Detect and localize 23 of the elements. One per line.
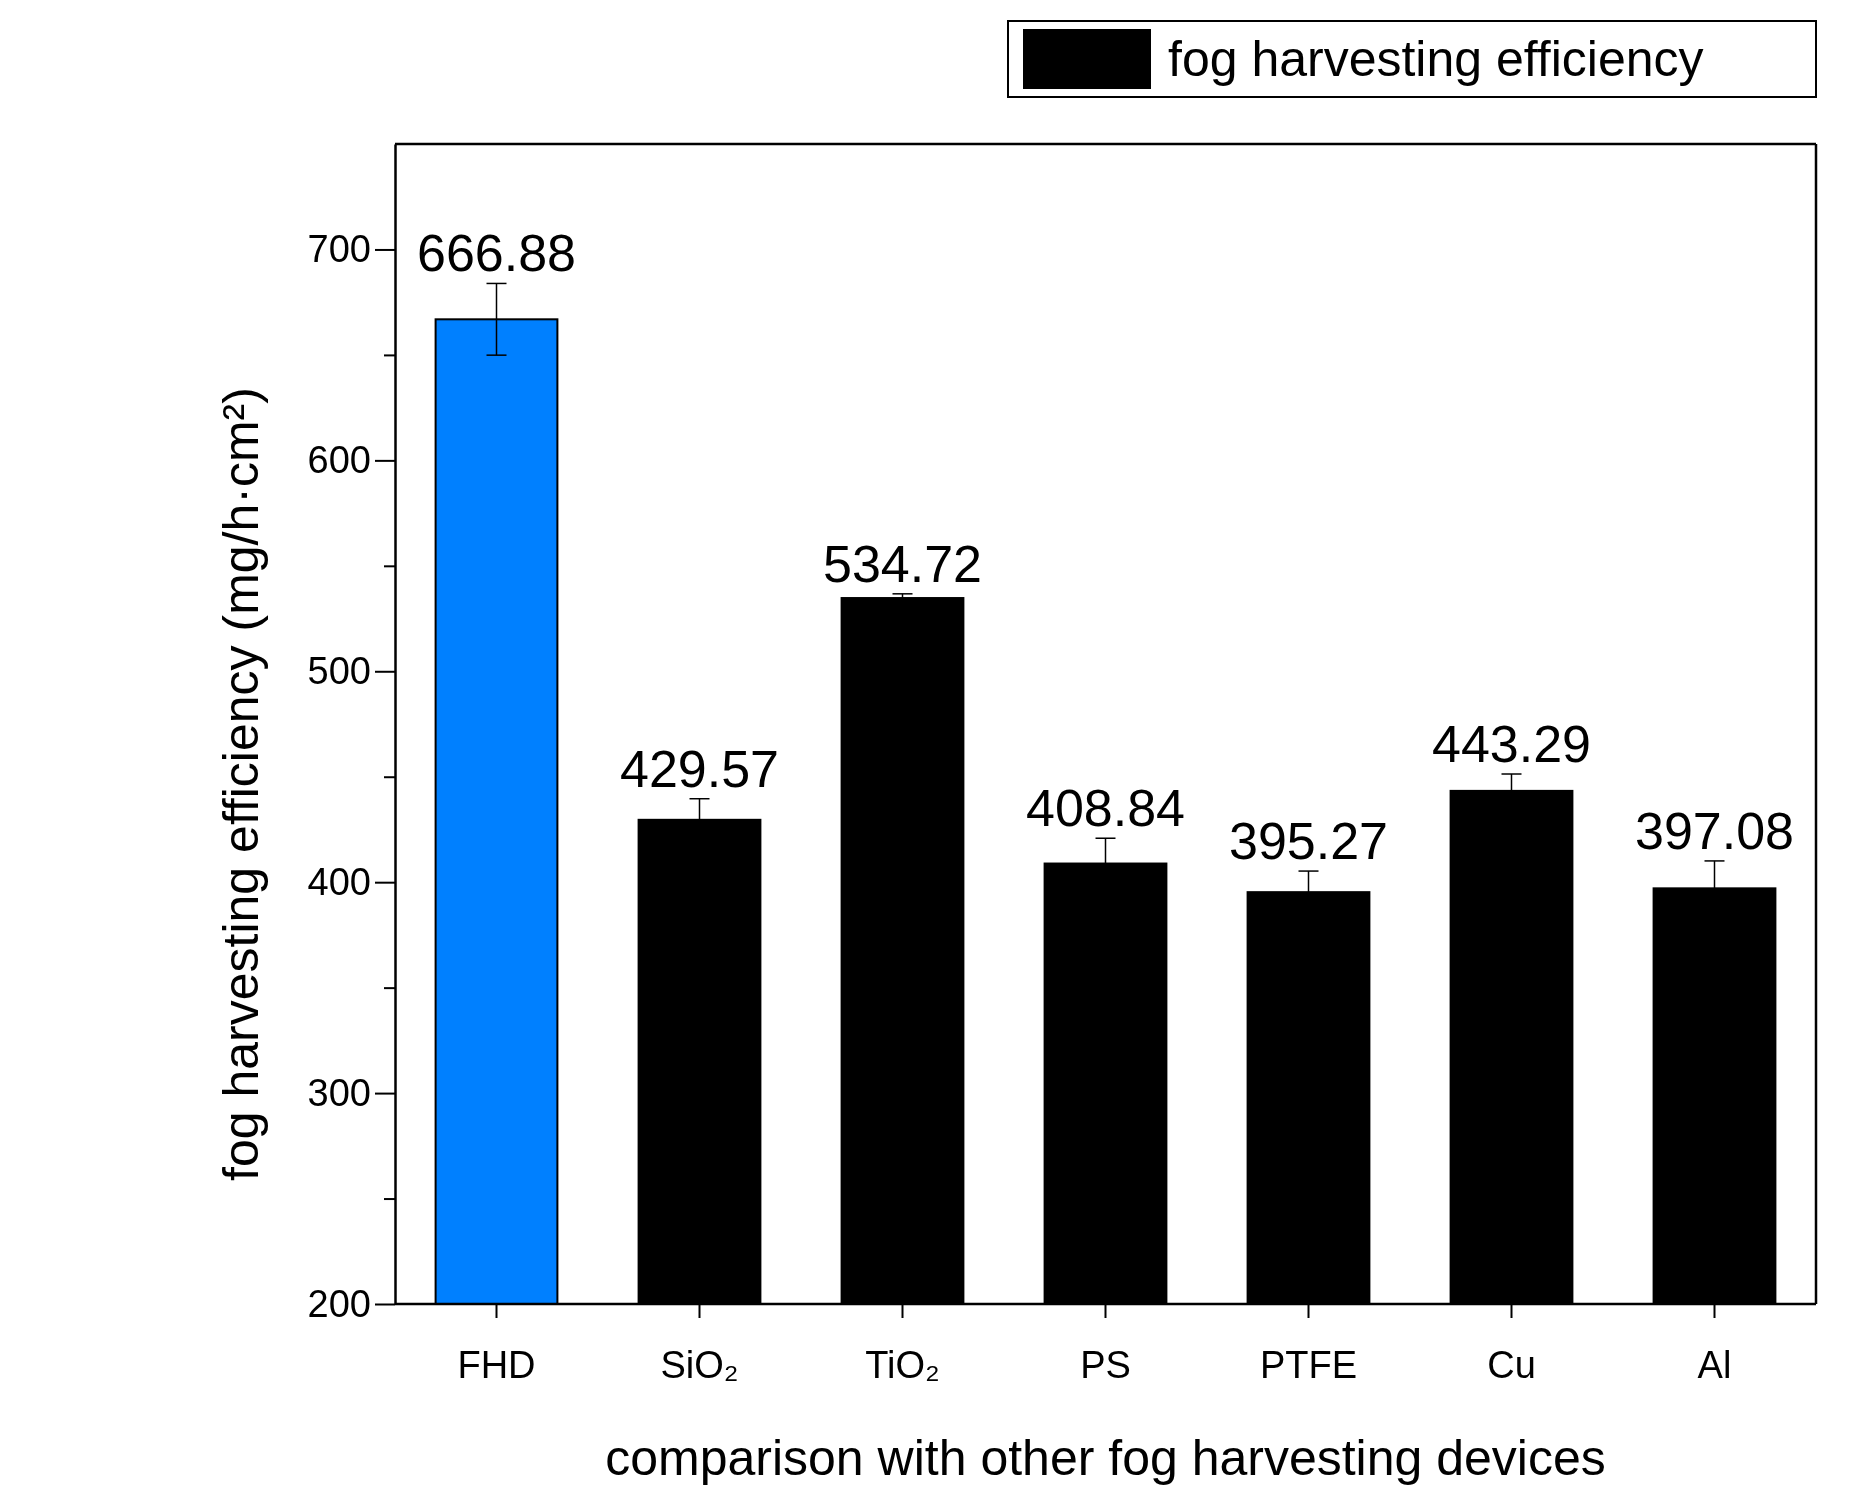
data-label: 429.57 — [619, 739, 780, 798]
y-tick-label: 600 — [307, 439, 371, 482]
x-tick-label: SiO₂ — [660, 1344, 739, 1386]
y-tick-label: 300 — [307, 1071, 371, 1114]
x-axis-title: comparison with other fog harvesting devices — [605, 1430, 1606, 1486]
x-tick-label: TiO₂ — [865, 1344, 940, 1386]
data-label: 395.27 — [1228, 812, 1389, 871]
legend-label: fog harvesting efficiency — [1168, 31, 1704, 87]
x-tick-label: Al — [1697, 1344, 1732, 1386]
x-tick-label: FHD — [457, 1344, 536, 1386]
y-axis-title: fog harvesting efficiency (mg/h·cm²) — [213, 387, 269, 1181]
y-tick-label: 500 — [307, 649, 371, 692]
y-tick-label: 200 — [307, 1282, 371, 1325]
data-label: 443.29 — [1431, 715, 1592, 774]
x-tick-label: PS — [1080, 1344, 1131, 1386]
y-tick-label: 700 — [307, 228, 371, 271]
data-label: 397.08 — [1634, 801, 1795, 860]
x-tick-label: Cu — [1487, 1344, 1536, 1386]
y-tick-label: 400 — [307, 860, 371, 903]
data-label: 666.88 — [416, 224, 577, 283]
data-label: 408.84 — [1025, 779, 1186, 838]
data-label: 534.72 — [822, 534, 983, 593]
x-tick-label: PTFE — [1259, 1344, 1358, 1386]
